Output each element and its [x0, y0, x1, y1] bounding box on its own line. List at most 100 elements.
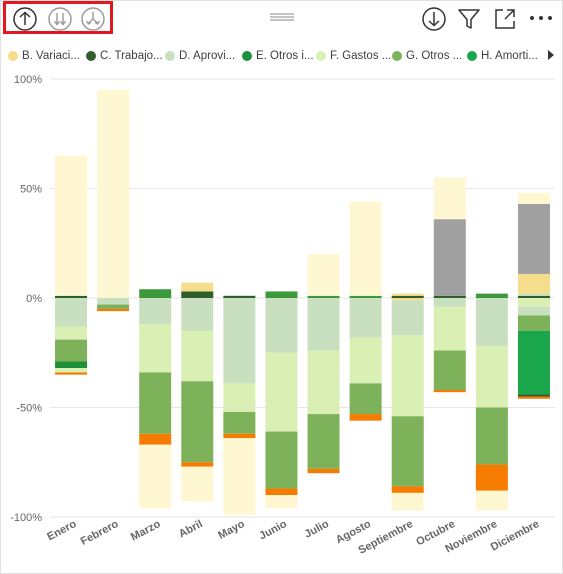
bar-segment[interactable]: [433, 389, 466, 393]
bar-segment[interactable]: [139, 298, 172, 325]
bar-segment[interactable]: [391, 492, 424, 511]
drill-mode-icon[interactable]: [421, 6, 447, 32]
legend-swatch: [316, 51, 326, 61]
bar-segment[interactable]: [223, 433, 256, 439]
bar-segment[interactable]: [97, 298, 130, 305]
bar-segment[interactable]: [391, 486, 424, 493]
bar-segment[interactable]: [265, 431, 298, 489]
bar-segment[interactable]: [181, 466, 214, 502]
legend-item-b[interactable]: B. Variaci...: [8, 44, 80, 68]
bar-segment[interactable]: [517, 315, 550, 331]
bar-segment[interactable]: [349, 201, 382, 296]
bar-segment[interactable]: [475, 407, 508, 465]
drag-grip-icon[interactable]: [270, 13, 294, 21]
bar-segment[interactable]: [391, 295, 424, 298]
legend-next-arrow-icon[interactable]: [548, 50, 554, 60]
bar-segment[interactable]: [181, 298, 214, 331]
legend-item-f[interactable]: F. Gastos ...: [316, 44, 391, 68]
bar-segment[interactable]: [55, 372, 88, 375]
drill-down-all-icon[interactable]: [47, 6, 73, 32]
bar-segment[interactable]: [139, 372, 172, 434]
bar-segment[interactable]: [517, 273, 550, 294]
bar-segment[interactable]: [139, 433, 172, 445]
bar-segment[interactable]: [433, 219, 466, 296]
bar-segment[interactable]: [391, 416, 424, 487]
focus-mode-icon[interactable]: [492, 6, 518, 32]
legend-item-c[interactable]: C. Trabajo...: [86, 44, 163, 68]
bar-segment[interactable]: [265, 291, 298, 298]
bar-segment[interactable]: [349, 298, 382, 338]
legend: B. Variaci... C. Trabajo... D. Aprovi...…: [0, 44, 563, 68]
legend-item-h[interactable]: H. Amorti...: [467, 44, 538, 68]
bar-segment[interactable]: [265, 352, 298, 432]
bar-segment[interactable]: [265, 488, 298, 496]
bar-segment[interactable]: [55, 361, 88, 369]
bar-segment[interactable]: [517, 298, 550, 307]
bar-segment[interactable]: [349, 383, 382, 415]
legend-item-g[interactable]: G. Otros ...: [392, 44, 462, 68]
bar-segment[interactable]: [181, 282, 214, 292]
bar-segment[interactable]: [97, 89, 130, 298]
bar-segment[interactable]: [517, 293, 550, 296]
bar-segment[interactable]: [223, 383, 256, 412]
legend-label: G. Otros ...: [406, 50, 463, 62]
drill-up-icon[interactable]: [12, 6, 38, 32]
bar-segment[interactable]: [475, 464, 508, 491]
bar-segment[interactable]: [433, 350, 466, 390]
bar-segment[interactable]: [181, 462, 214, 467]
bar-segment[interactable]: [181, 330, 214, 382]
bar-segment[interactable]: [391, 293, 424, 296]
bar-segment[interactable]: [181, 381, 214, 463]
bar-segment[interactable]: [475, 490, 508, 511]
bar-segment[interactable]: [349, 337, 382, 384]
bar-segment[interactable]: [223, 295, 256, 298]
expand-next-level-icon[interactable]: [80, 6, 106, 32]
bar-segment[interactable]: [223, 298, 256, 384]
bar-segment[interactable]: [349, 414, 382, 421]
bar-segment[interactable]: [55, 326, 88, 340]
bar-segment[interactable]: [517, 394, 550, 397]
bar-segment[interactable]: [55, 155, 88, 296]
bar-segment[interactable]: [517, 295, 550, 298]
bar-segment[interactable]: [517, 306, 550, 316]
bar-segment[interactable]: [139, 444, 172, 509]
bar-segment[interactable]: [517, 192, 550, 204]
bar-segment[interactable]: [517, 396, 550, 399]
bar-segment[interactable]: [55, 298, 88, 327]
bar-segment[interactable]: [139, 289, 172, 298]
bar-segment[interactable]: [307, 414, 340, 469]
bar-segment[interactable]: [265, 495, 298, 509]
bar-segment[interactable]: [307, 295, 340, 298]
legend-item-d[interactable]: D. Aprovi...: [165, 44, 235, 68]
bar-segment[interactable]: [517, 203, 550, 274]
bar-segment[interactable]: [55, 339, 88, 362]
bar-segment[interactable]: [181, 291, 214, 298]
bar-segment[interactable]: [475, 293, 508, 298]
filter-icon[interactable]: [456, 6, 482, 32]
legend-item-e[interactable]: E. Otros i...: [242, 44, 314, 68]
bar-segment[interactable]: [139, 324, 172, 373]
bar-segment[interactable]: [349, 295, 382, 298]
bar-segment[interactable]: [475, 346, 508, 408]
bar-segment[interactable]: [433, 177, 466, 220]
bar-segment[interactable]: [517, 330, 550, 395]
bar-segment[interactable]: [391, 335, 424, 417]
bar-segment[interactable]: [433, 298, 466, 307]
bar-segment[interactable]: [307, 468, 340, 474]
bar-segment[interactable]: [223, 438, 256, 515]
bar-segment[interactable]: [391, 298, 424, 301]
bar-segment[interactable]: [475, 298, 508, 347]
bar-segment[interactable]: [307, 350, 340, 415]
bar-segment[interactable]: [433, 306, 466, 351]
bar-segment[interactable]: [97, 304, 130, 309]
bar-segment[interactable]: [391, 300, 424, 336]
bar-segment[interactable]: [223, 411, 256, 434]
bar-segment[interactable]: [433, 295, 466, 298]
bar-segment[interactable]: [55, 295, 88, 298]
bar-segment[interactable]: [265, 298, 298, 353]
bar-segment[interactable]: [97, 308, 130, 312]
bar-segment[interactable]: [307, 254, 340, 296]
more-options-icon[interactable]: [528, 10, 554, 26]
bar-segment[interactable]: [55, 368, 88, 373]
bar-segment[interactable]: [307, 298, 340, 351]
